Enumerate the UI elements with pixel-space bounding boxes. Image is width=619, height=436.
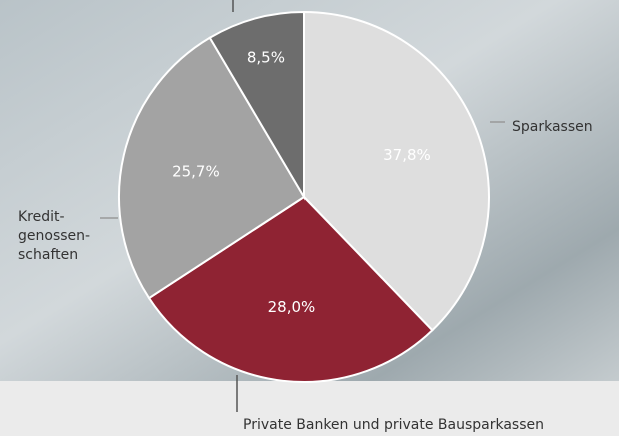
pie-slice [147, 195, 434, 383]
category-label: Sparkassen [512, 119, 593, 135]
value-label: 25,7% [172, 162, 220, 180]
leader-lines [100, 0, 505, 412]
pie-slice [303, 10, 490, 332]
category-label: Kredit- genossen- schaften [18, 209, 91, 263]
value-label: 37,8% [383, 146, 431, 164]
pie-slice [118, 36, 306, 300]
category-label: Private Banken und private Bausparkassen [243, 417, 544, 433]
pie-slice [208, 10, 305, 201]
footer-band [0, 381, 619, 436]
value-label: 28,0% [268, 298, 316, 316]
value-label: 8,5% [247, 48, 285, 66]
